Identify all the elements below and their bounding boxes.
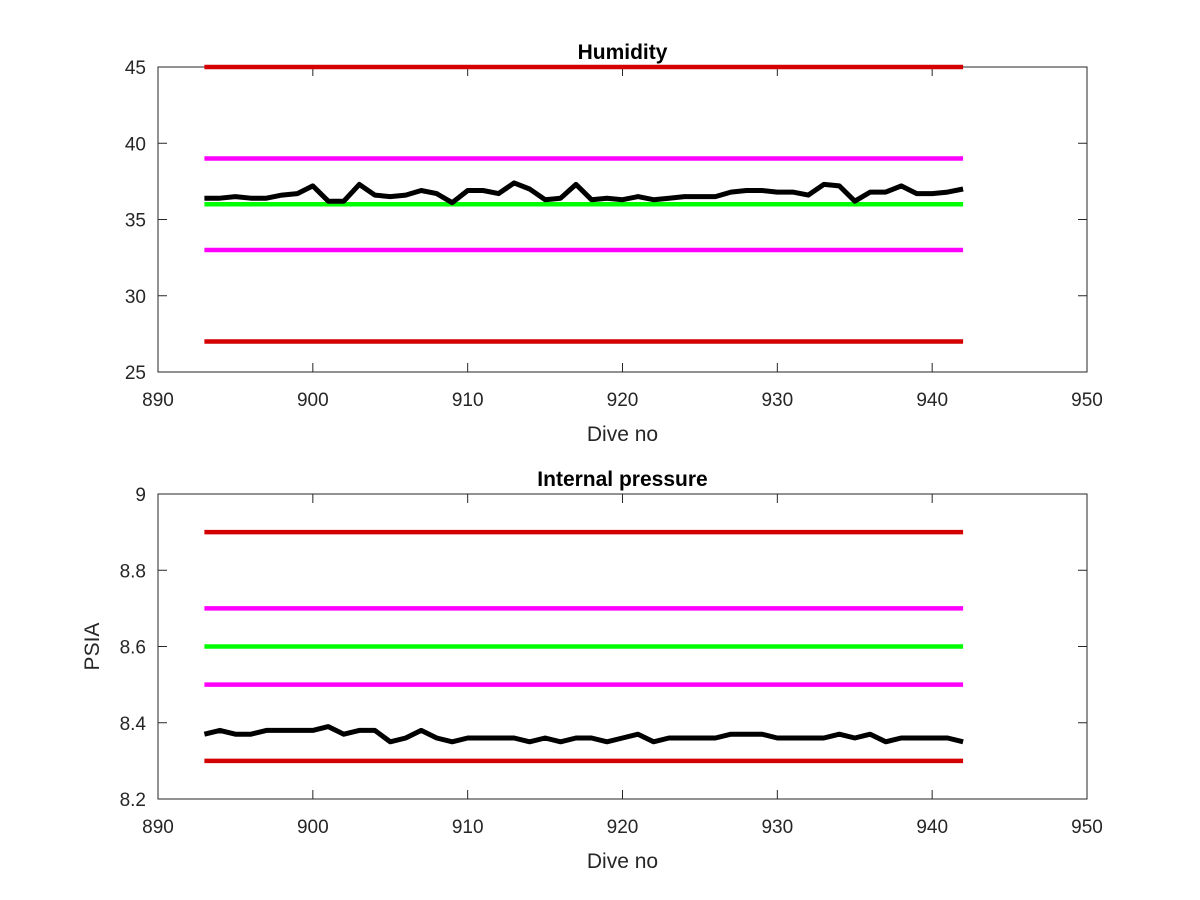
x-tick-label: 950 — [1071, 390, 1103, 411]
chart-title: Internal pressure — [537, 468, 707, 491]
data-series-line — [204, 180, 964, 206]
x-tick-label: 910 — [452, 817, 484, 838]
y-tick-label: 40 — [125, 134, 146, 155]
x-tick-label: 920 — [607, 817, 639, 838]
x-tick-label: 940 — [916, 390, 948, 411]
x-tick-label: 910 — [452, 390, 484, 411]
chart-title: Humidity — [578, 41, 668, 64]
x-tick-label: 900 — [297, 817, 329, 838]
y-tick-label: 30 — [125, 287, 146, 308]
y-tick-label: 8.4 — [120, 714, 147, 735]
y-tick-label: 8.2 — [120, 790, 146, 811]
data-series-line — [203, 724, 964, 745]
y-tick-label: 8.6 — [120, 638, 146, 659]
internal-pressure-chart: 890 900 910 920 930 940 950 8.2 8.4 8.6 8.8 9 Intern… — [81, 468, 1103, 873]
y-tick-label: 45 — [125, 58, 146, 79]
x-axis-label: Dive no — [587, 850, 658, 873]
x-tick-label: 940 — [916, 817, 948, 838]
x-tick-label: 890 — [142, 390, 174, 411]
humidity-chart: 890 900 910 920 930 940 950 25 30 35 40 45 Humidity D… — [125, 41, 1103, 446]
x-tick-label: 920 — [607, 390, 639, 411]
x-tick-label: 950 — [1071, 817, 1103, 838]
y-axis-label: PSIA — [81, 623, 104, 671]
x-axis-label: Dive no — [587, 423, 658, 446]
x-tick-label: 890 — [142, 817, 174, 838]
y-tick-label: 9 — [135, 485, 146, 506]
x-tick-label: 900 — [297, 390, 329, 411]
x-tick-label: 930 — [761, 390, 793, 411]
x-tick-label: 930 — [761, 817, 793, 838]
y-tick-label: 25 — [125, 363, 146, 384]
y-tick-label: 35 — [125, 211, 146, 232]
y-tick-label: 8.8 — [120, 561, 146, 582]
axes-box — [157, 66, 1088, 373]
